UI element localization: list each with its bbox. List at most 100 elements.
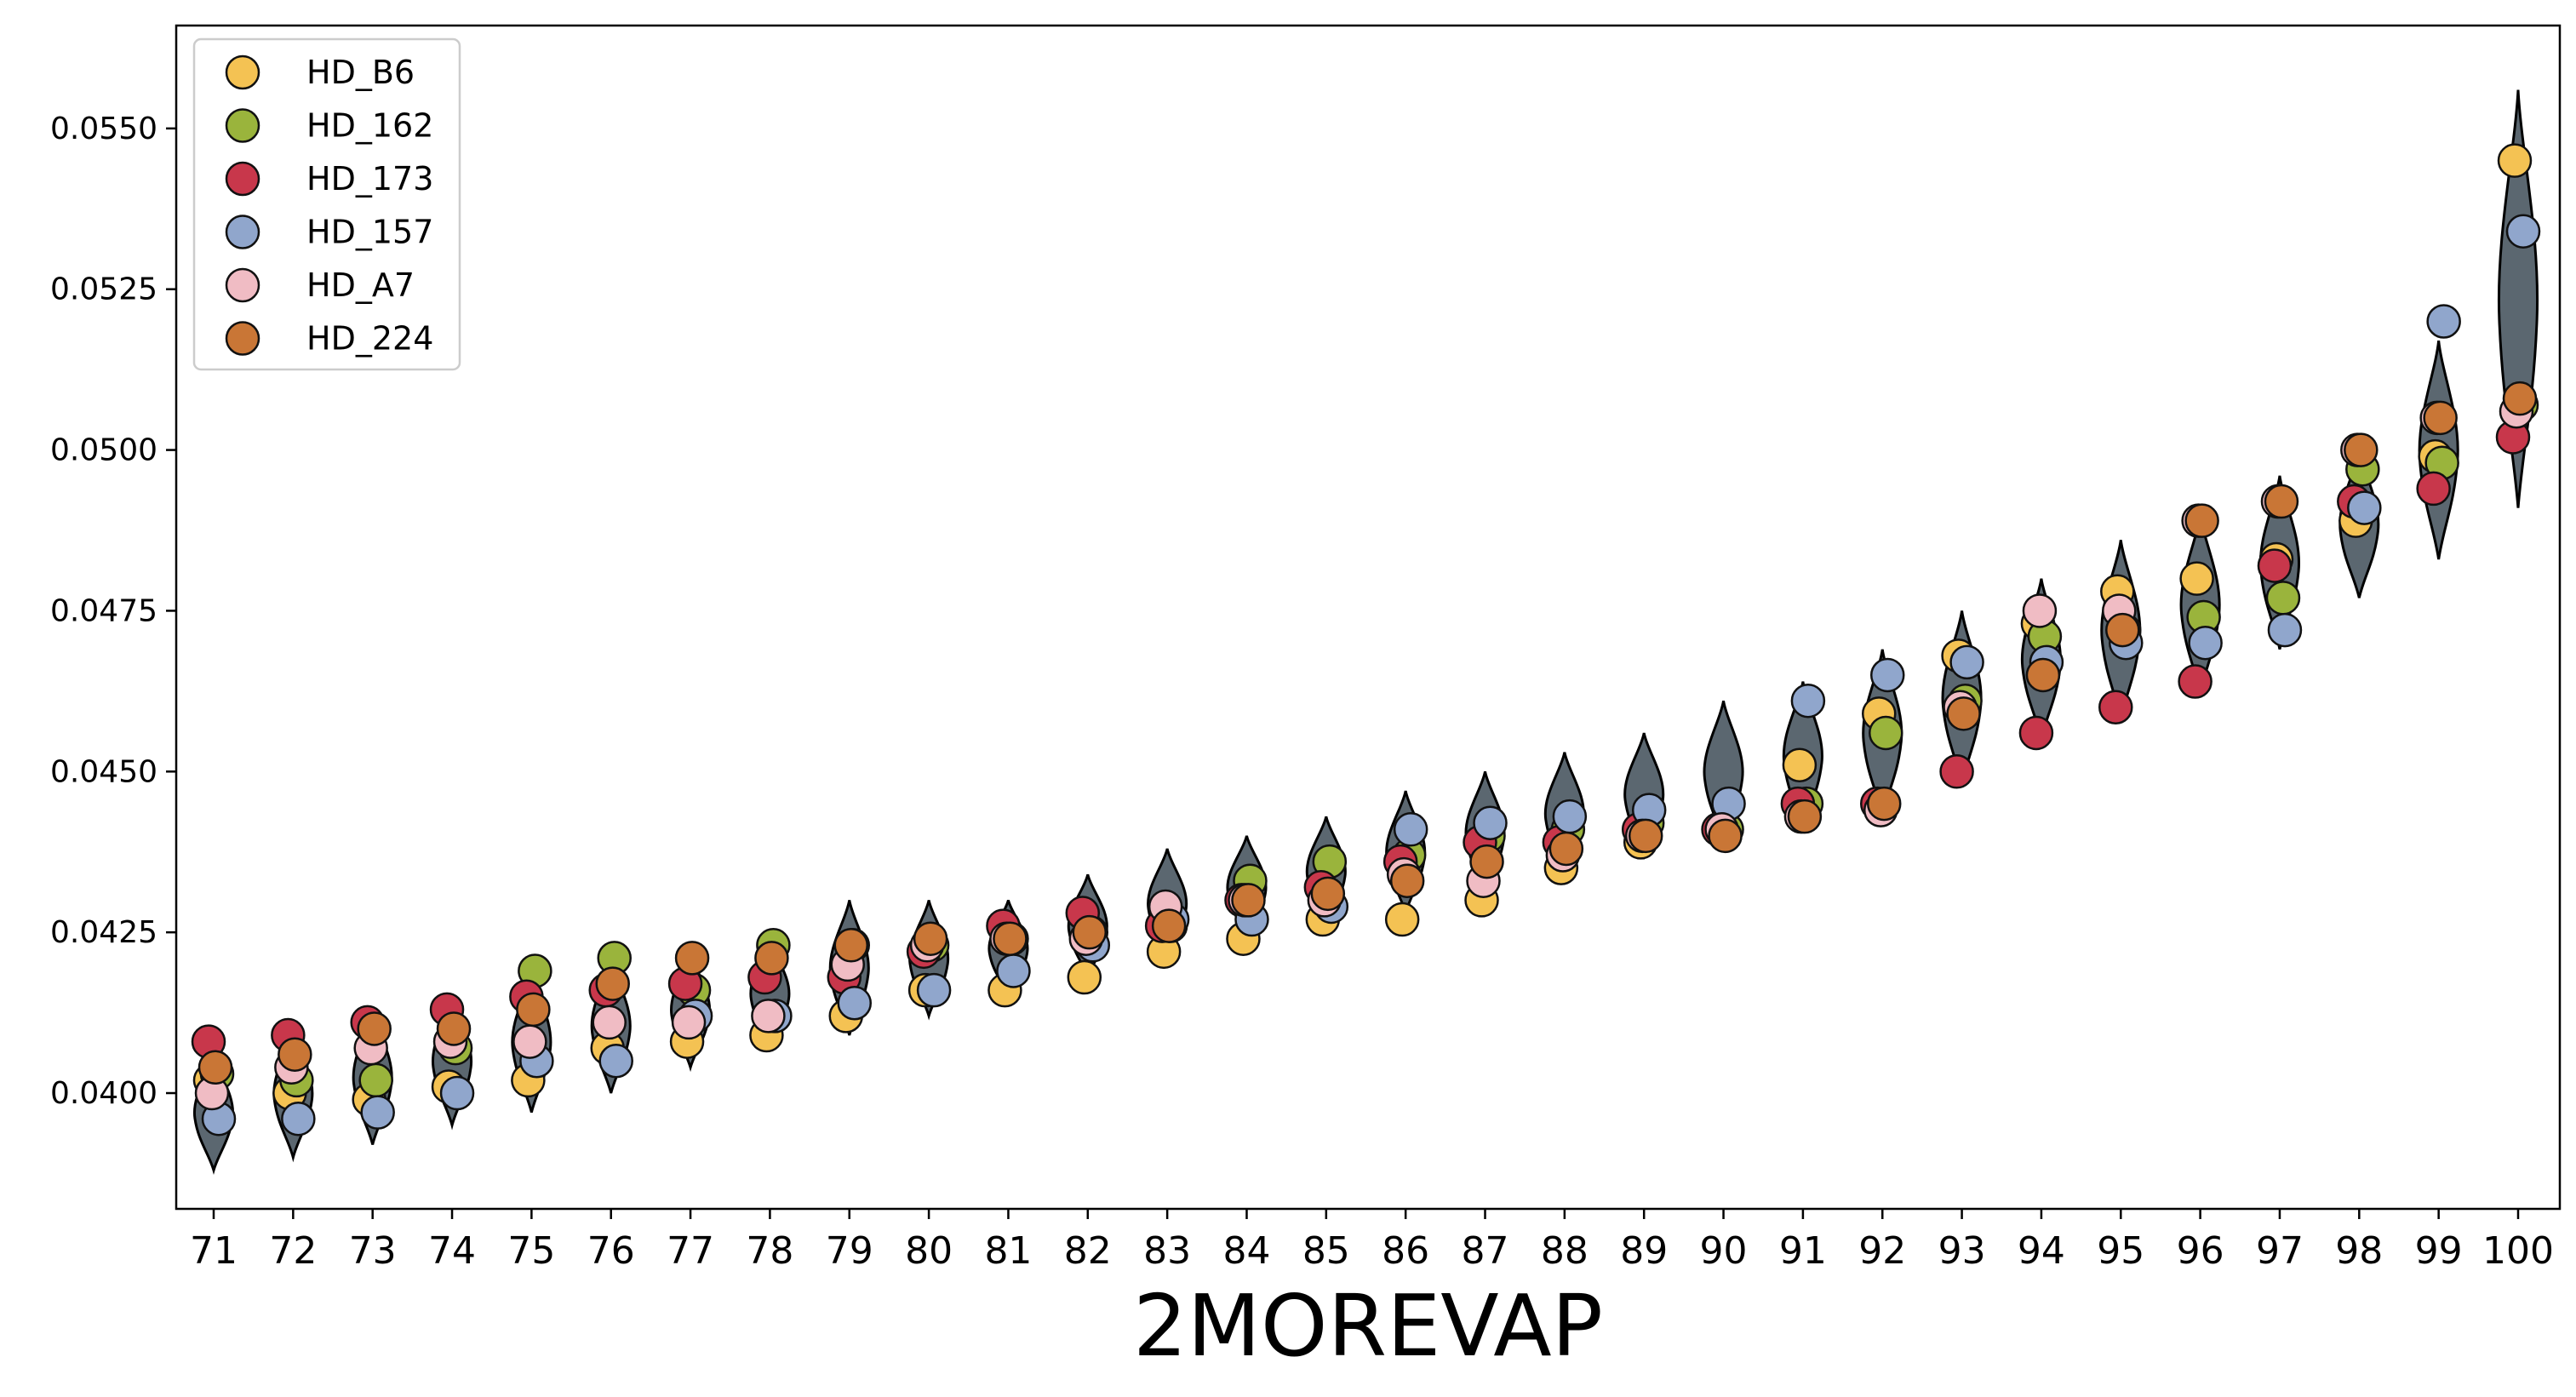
point-HD_157-80 <box>916 972 952 1008</box>
point-HD_B6-91 <box>1782 747 1818 782</box>
point-HD_173-93 <box>1939 754 1974 789</box>
point-HD_157-100 <box>2505 214 2541 249</box>
point-HD_B6-96 <box>2179 561 2214 596</box>
legend: HD_B6 HD_162 HD_173 HD_157 HD_A7 HD_224 <box>192 37 461 371</box>
point-HD_224-96 <box>2184 503 2219 538</box>
x-tick-label: 86 <box>1382 1229 1429 1273</box>
y-tick-label: 0.0400 <box>50 1076 157 1111</box>
point-HD_224-88 <box>1548 831 1584 867</box>
x-axis-label: 2MOREVAP <box>1133 1276 1603 1376</box>
point-HD_157-73 <box>360 1095 395 1130</box>
x-tick-label: 84 <box>1222 1229 1270 1273</box>
legend-marker-HD_157 <box>225 215 260 249</box>
point-HD_162-97 <box>2265 581 2301 615</box>
point-HD_157-87 <box>1473 805 1508 840</box>
x-tick-label: 78 <box>746 1229 793 1273</box>
point-HD_224-78 <box>754 941 789 976</box>
point-HD_157-93 <box>1949 644 1984 680</box>
x-tick-label: 95 <box>2097 1229 2144 1273</box>
point-HD_224-76 <box>595 966 630 1001</box>
point-HD_224-81 <box>993 921 1028 956</box>
point-HD_224-84 <box>1231 883 1266 918</box>
x-tick-label: 98 <box>2335 1229 2383 1273</box>
point-HD_157-91 <box>1790 683 1826 719</box>
point-HD_224-91 <box>1787 799 1823 834</box>
point-HD_A7-75 <box>512 1024 547 1059</box>
point-HD_157-99 <box>2426 304 2461 339</box>
point-HD_224-79 <box>833 928 869 963</box>
legend-label-HD_162: HD_162 <box>306 107 433 145</box>
point-HD_224-99 <box>2423 400 2458 436</box>
x-tick-label: 82 <box>1064 1229 1112 1273</box>
legend-box <box>192 37 461 371</box>
y-axis: 0.0400 0.0425 0.0450 0.0475 0.0500 0.0525 0.05… <box>50 112 176 1111</box>
point-HD_157-76 <box>598 1044 633 1079</box>
point-HD_A7-78 <box>751 999 786 1033</box>
point-HD_224-100 <box>2502 381 2538 416</box>
y-tick-label: 0.0525 <box>50 272 157 307</box>
point-HD_173-96 <box>2178 664 2212 699</box>
point-HD_224-95 <box>2105 612 2140 648</box>
point-HD_A7-76 <box>592 1005 627 1040</box>
point-HD_A7-94 <box>2022 593 2058 628</box>
legend-label-HD_A7: HD_A7 <box>306 266 415 304</box>
x-tick-label: 92 <box>1858 1229 1906 1273</box>
y-tick-label: 0.0450 <box>50 754 157 789</box>
point-HD_224-86 <box>1389 863 1425 898</box>
y-tick-label: 0.0550 <box>50 112 157 146</box>
point-HD_157-98 <box>2347 490 2382 525</box>
x-tick-label: 89 <box>1620 1229 1668 1273</box>
x-tick-label: 80 <box>905 1229 953 1273</box>
x-tick-label: 99 <box>2415 1229 2463 1273</box>
legend-label-HD_157: HD_157 <box>306 214 433 251</box>
y-tick-label: 0.0475 <box>50 593 157 628</box>
point-HD_A7-77 <box>671 1005 707 1040</box>
legend-marker-HD_162 <box>225 108 260 143</box>
point-HD_162-92 <box>1868 715 1903 751</box>
point-HD_157-81 <box>996 953 1031 988</box>
x-tick-label: 72 <box>269 1229 317 1273</box>
point-HD_157-79 <box>837 986 873 1021</box>
x-tick-label: 81 <box>984 1229 1032 1273</box>
x-tick-label: 85 <box>1302 1229 1350 1273</box>
point-HD_157-92 <box>1869 657 1905 693</box>
point-HD_162-73 <box>358 1062 393 1098</box>
point-HD_157-72 <box>281 1101 316 1136</box>
legend-label-HD_B6: HD_B6 <box>306 54 415 91</box>
x-tick-label: 75 <box>507 1229 555 1273</box>
point-HD_224-83 <box>1151 908 1187 943</box>
x-tick-label: 87 <box>1462 1229 1509 1273</box>
legend-label-HD_224: HD_224 <box>306 320 433 358</box>
x-tick-label: 77 <box>667 1229 714 1273</box>
x-tick-label: 79 <box>826 1229 873 1273</box>
point-HD_B6-86 <box>1384 902 1420 937</box>
point-HD_173-99 <box>2416 471 2451 507</box>
point-HD_224-74 <box>436 1011 472 1046</box>
point-HD_224-82 <box>1072 914 1108 950</box>
points-layer <box>191 143 2541 1136</box>
x-tick-label: 83 <box>1143 1229 1191 1273</box>
point-HD_224-77 <box>674 941 710 976</box>
point-HD_224-97 <box>2264 484 2299 519</box>
point-HD_B6-82 <box>1067 959 1102 995</box>
point-HD_157-97 <box>2267 612 2303 648</box>
point-HD_224-98 <box>2344 432 2379 467</box>
x-tick-label: 94 <box>2018 1229 2065 1273</box>
point-HD_157-86 <box>1393 812 1428 847</box>
x-tick-label: 93 <box>1938 1229 1986 1273</box>
point-HD_224-71 <box>197 1050 233 1085</box>
point-HD_173-95 <box>2098 690 2133 725</box>
legend-label-HD_173: HD_173 <box>306 160 433 198</box>
x-tick-label: 100 <box>2482 1229 2554 1273</box>
point-HD_157-74 <box>439 1075 475 1111</box>
point-HD_224-80 <box>913 921 948 956</box>
legend-marker-HD_173 <box>225 161 260 197</box>
legend-marker-HD_224 <box>225 321 260 356</box>
x-tick-label: 97 <box>2256 1229 2304 1273</box>
point-HD_B6-100 <box>2497 143 2533 178</box>
point-HD_157-96 <box>2188 625 2223 661</box>
plot-frame <box>175 24 2562 1211</box>
point-HD_173-94 <box>2018 715 2054 751</box>
legend-marker-HD_B6 <box>225 54 260 90</box>
